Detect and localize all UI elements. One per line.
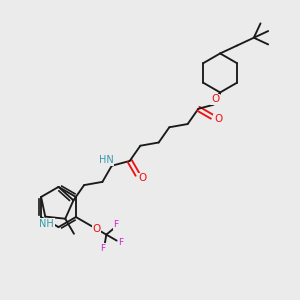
Text: F: F bbox=[118, 238, 123, 247]
Text: O: O bbox=[211, 94, 219, 104]
Text: F: F bbox=[100, 244, 105, 253]
Text: HN: HN bbox=[99, 155, 114, 165]
Text: F: F bbox=[114, 220, 119, 229]
Text: O: O bbox=[93, 224, 101, 234]
Text: NH: NH bbox=[39, 218, 54, 229]
Text: O: O bbox=[214, 114, 222, 124]
Text: O: O bbox=[139, 173, 147, 183]
